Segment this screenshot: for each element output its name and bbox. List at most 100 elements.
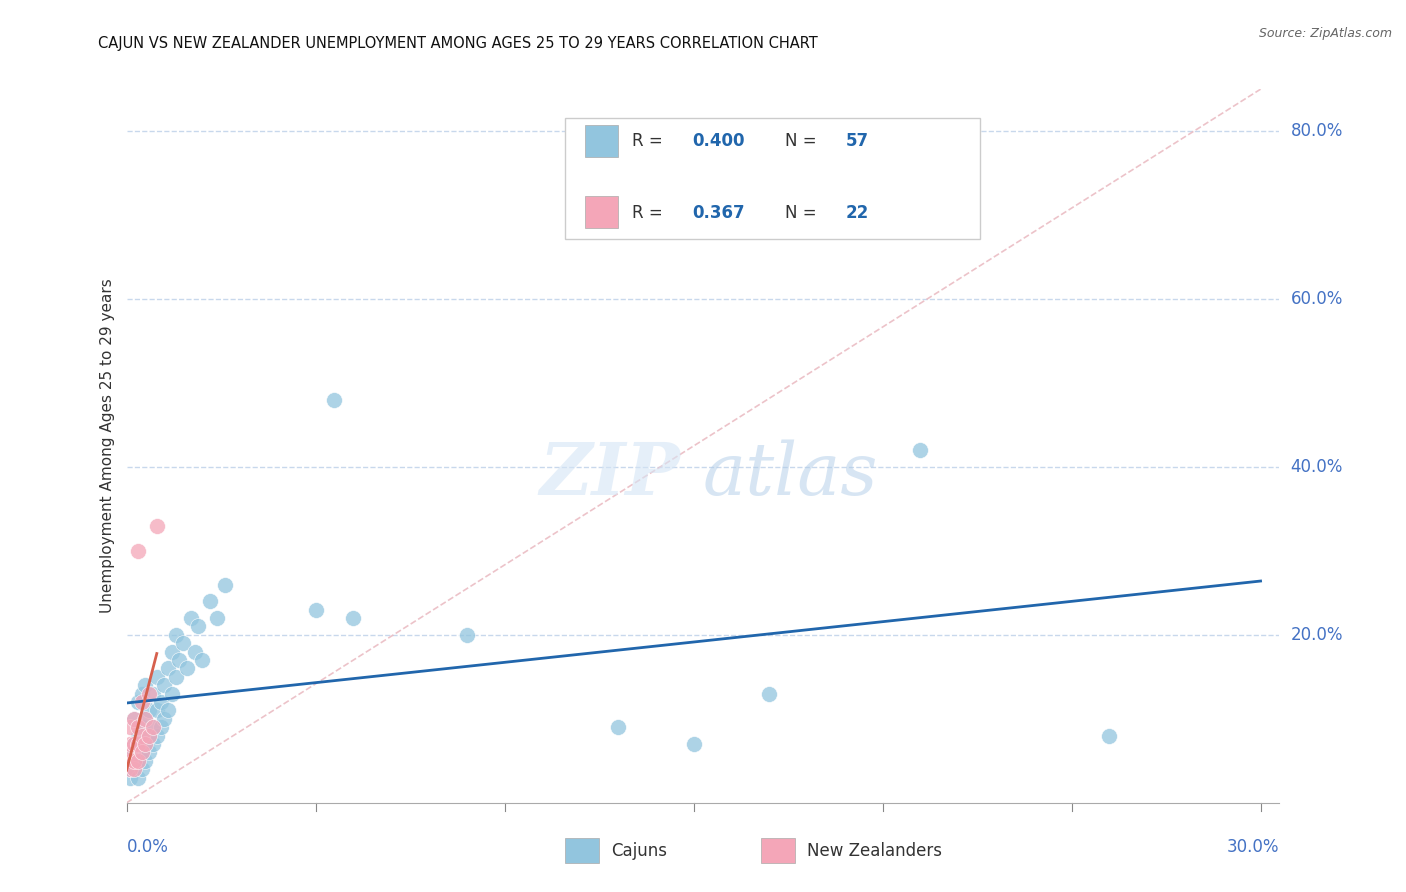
Bar <box>585 196 617 228</box>
Text: CAJUN VS NEW ZEALANDER UNEMPLOYMENT AMONG AGES 25 TO 29 YEARS CORRELATION CHART: CAJUN VS NEW ZEALANDER UNEMPLOYMENT AMON… <box>98 36 818 51</box>
Point <box>157 661 180 675</box>
Point <box>134 712 156 726</box>
Point <box>142 720 165 734</box>
Point <box>142 720 165 734</box>
Point <box>131 762 153 776</box>
Point <box>122 737 145 751</box>
Text: N =: N = <box>785 203 821 221</box>
Text: atlas: atlas <box>703 439 879 510</box>
Point <box>323 392 346 407</box>
Point <box>191 653 214 667</box>
Point <box>134 754 156 768</box>
Point <box>149 720 172 734</box>
Point <box>131 729 153 743</box>
Point <box>120 762 142 776</box>
Point <box>122 737 145 751</box>
Point <box>127 771 149 785</box>
Point <box>120 746 142 760</box>
Point <box>146 518 169 533</box>
Text: 20.0%: 20.0% <box>1291 626 1343 644</box>
Point <box>149 695 172 709</box>
Text: 0.0%: 0.0% <box>127 838 169 856</box>
Point <box>134 678 156 692</box>
Point <box>138 729 160 743</box>
Bar <box>761 838 796 863</box>
Point <box>131 746 153 760</box>
Point <box>134 737 156 751</box>
Point <box>198 594 221 608</box>
Bar <box>565 118 980 239</box>
Point <box>122 712 145 726</box>
Point <box>138 729 160 743</box>
Point <box>131 695 153 709</box>
Point <box>138 746 160 760</box>
Point <box>134 712 156 726</box>
Point <box>146 703 169 717</box>
Text: 60.0%: 60.0% <box>1291 290 1343 308</box>
Text: 0.400: 0.400 <box>693 132 745 150</box>
Text: 80.0%: 80.0% <box>1291 122 1343 140</box>
Point <box>120 754 142 768</box>
Point <box>153 712 176 726</box>
Point <box>187 619 209 633</box>
Point <box>131 687 153 701</box>
Text: 40.0%: 40.0% <box>1291 458 1343 476</box>
Point <box>1098 729 1121 743</box>
Text: R =: R = <box>631 132 668 150</box>
Point <box>183 645 205 659</box>
Point <box>120 771 142 785</box>
Point <box>172 636 194 650</box>
Point <box>120 737 142 751</box>
Text: ZIP: ZIP <box>538 439 681 510</box>
Point <box>120 720 142 734</box>
Point <box>142 737 165 751</box>
Point <box>910 443 932 458</box>
Point <box>342 611 364 625</box>
Point <box>169 653 191 667</box>
Point <box>160 645 183 659</box>
Point <box>120 746 142 760</box>
Bar <box>565 838 599 863</box>
Point <box>142 687 165 701</box>
Point <box>146 729 169 743</box>
Text: 0.367: 0.367 <box>693 203 745 221</box>
Point <box>157 703 180 717</box>
Point <box>160 687 183 701</box>
Text: 22: 22 <box>846 203 869 221</box>
Bar <box>585 125 617 157</box>
Point <box>214 577 236 591</box>
Point <box>122 762 145 776</box>
Text: Cajuns: Cajuns <box>610 842 666 860</box>
Point <box>122 754 145 768</box>
Point <box>120 762 142 776</box>
Point <box>127 544 149 558</box>
Point <box>165 628 187 642</box>
Point <box>131 720 153 734</box>
Y-axis label: Unemployment Among Ages 25 to 29 years: Unemployment Among Ages 25 to 29 years <box>100 278 115 614</box>
Text: 57: 57 <box>846 132 869 150</box>
Point <box>165 670 187 684</box>
Point <box>127 754 149 768</box>
Text: R =: R = <box>631 203 668 221</box>
Point <box>127 737 149 751</box>
Point <box>122 754 145 768</box>
Point <box>127 720 149 734</box>
Text: N =: N = <box>785 132 821 150</box>
Point <box>122 762 145 776</box>
Point <box>122 712 145 726</box>
Point <box>153 678 176 692</box>
Point <box>138 687 160 701</box>
Point <box>180 611 202 625</box>
Point <box>127 695 149 709</box>
Point <box>131 746 153 760</box>
Point <box>138 703 160 717</box>
Text: 30.0%: 30.0% <box>1227 838 1279 856</box>
Point <box>456 628 478 642</box>
Point <box>607 720 630 734</box>
Point <box>127 754 149 768</box>
Point <box>758 687 780 701</box>
Point <box>682 737 704 751</box>
Text: New Zealanders: New Zealanders <box>807 842 942 860</box>
Point <box>207 611 229 625</box>
Point <box>176 661 198 675</box>
